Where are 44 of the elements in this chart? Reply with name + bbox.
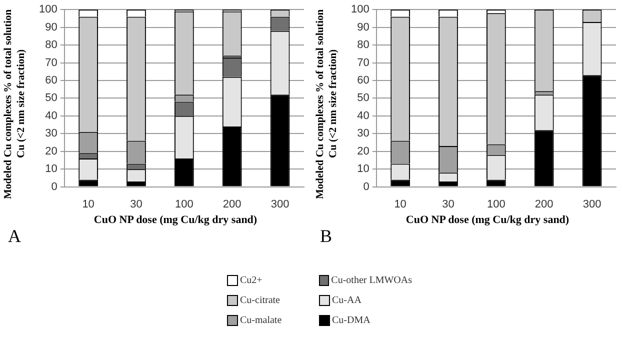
y-tick-label: 20 (45, 145, 58, 158)
y-tick-label: 20 (357, 145, 370, 158)
x-tick-label: 300 (270, 198, 290, 210)
x-tick-label: 10 (394, 198, 406, 210)
legend-label: Cu-DMA (332, 314, 370, 326)
y-tick-label: 30 (45, 128, 58, 140)
x-tick-label: 100 (174, 198, 194, 210)
x-axis-title: CuO NP dose (mg Cu/kg dry sand) (92, 214, 258, 226)
y-tick-label: 0 (51, 180, 58, 193)
y-tick-label: 10 (45, 163, 58, 176)
x-axis-title: CuO NP dose (mg Cu/kg dry sand) (404, 214, 570, 226)
y-tick-label: 30 (357, 128, 370, 140)
y-tick-label: 60 (357, 74, 370, 87)
y-axis-title: Modeled Cu complexes % of total solution Cu (<2 nm size fraction) (2, 8, 28, 201)
y-tick-label: 60 (45, 74, 58, 87)
y-tick-label: 50 (357, 92, 370, 104)
y-axis-title: Modeled Cu complexes % of total solution Cu (<2 nm size fraction) (314, 8, 340, 201)
y-tick-label: 100 (350, 4, 370, 16)
x-tick-label: 30 (442, 198, 454, 210)
y-tick-label: 40 (357, 110, 370, 122)
y-tick-label: 100 (38, 4, 58, 16)
y-tick-label: 0 (363, 180, 370, 193)
text: B (320, 226, 332, 247)
x-tick-label: 300 (582, 198, 602, 210)
y-tick-label: 80 (357, 39, 370, 52)
y-tick-label: 90 (357, 21, 370, 34)
legend-label: Cu-other LMWOAs (331, 274, 412, 286)
legend-label: Cu-malate (240, 314, 282, 326)
y-tick-label: 40 (45, 110, 58, 122)
x-tick-label: 100 (486, 198, 506, 210)
y-tick-label: 70 (357, 56, 370, 69)
legend-label: Cu-AA (332, 294, 362, 306)
x-tick-label: 200 (222, 198, 242, 210)
y-tick-label: 90 (45, 21, 58, 34)
text: A (8, 226, 21, 247)
x-tick-label: 10 (82, 198, 94, 210)
y-tick-label: 70 (45, 56, 58, 69)
x-tick-label: 30 (130, 198, 142, 210)
x-tick-label: 200 (534, 198, 554, 210)
legend-label: Cu2+ (240, 274, 262, 286)
y-tick-label: 10 (357, 163, 370, 176)
y-tick-label: 80 (45, 39, 58, 52)
legend-label: Cu-citrate (240, 294, 280, 306)
y-tick-label: 50 (45, 92, 58, 104)
